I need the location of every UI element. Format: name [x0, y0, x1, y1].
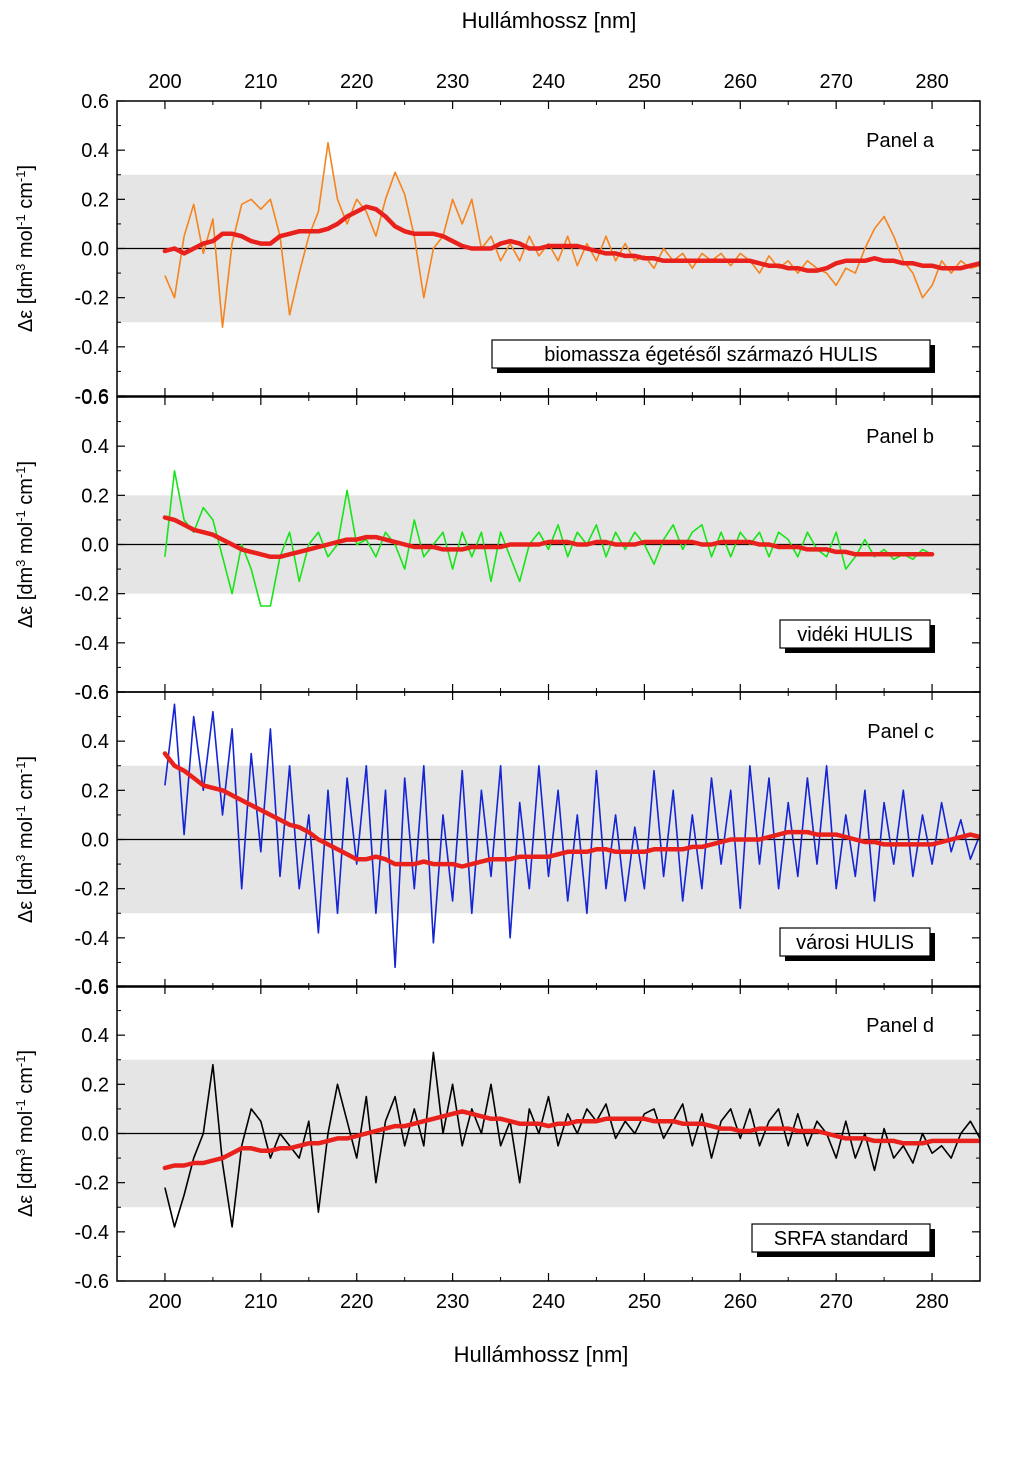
y-tick-label: 0.2 [81, 1074, 109, 1096]
y-tick-label: 0.4 [81, 140, 109, 162]
y-tick-label: 0.2 [81, 485, 109, 507]
y-tick-label: 0.6 [81, 91, 109, 113]
bottom-x-tick-label: 210 [244, 1291, 277, 1313]
y-axis-title: Δε [dm3 mol-1 cm-1] [13, 165, 38, 332]
legend-box [779, 619, 931, 649]
panel-label: Panel c [867, 721, 934, 743]
y-tick-label: -0.4 [75, 633, 109, 655]
legend-text: vidéki HULIS [797, 624, 913, 646]
legend-text: SRFA standard [774, 1228, 909, 1250]
legend-text: városi HULIS [796, 932, 914, 954]
bottom-x-tick-label: 260 [724, 1291, 757, 1313]
bottom-x-tick-label: 280 [915, 1291, 948, 1313]
bottom-x-tick-label: 240 [532, 1291, 565, 1313]
top-x-tick-label: 270 [819, 71, 852, 93]
bottom-x-tick-label: 220 [340, 1291, 373, 1313]
y-axis-title: Δε [dm3 mol-1 cm-1] [13, 1050, 38, 1217]
y-tick-label: 0.4 [81, 1025, 109, 1047]
smoothed-series-line [162, 204, 980, 273]
raw-series-line [164, 142, 980, 329]
y-tick-label: -0.2 [75, 584, 109, 606]
y-tick-label: 0.6 [81, 682, 109, 704]
y-tick-label: 0.0 [81, 239, 109, 261]
legend-box [751, 1223, 931, 1253]
y-tick-label: -0.4 [75, 1222, 109, 1244]
y-tick-label: -0.6 [75, 1271, 109, 1293]
panels-layer: 0.6 0.4 0.2 0.0 -0.2 -0.4 -0.6 Panel a biomassza… [13, 71, 981, 1313]
legend-box [779, 927, 931, 957]
panel-d: 0.6 0.4 0.2 0.0 -0.2 -0.4 -0.6 Panel d SRFA stan… [13, 976, 981, 1293]
bottom-x-tick-label: 230 [436, 1291, 469, 1313]
panel-label: Panel b [866, 426, 934, 448]
y-tick-label: 0.6 [81, 387, 109, 409]
y-tick-label: -0.6 [75, 977, 109, 999]
top-x-axis-title: Hullámhossz [nm] [462, 8, 637, 33]
y-tick-label: 0.0 [81, 1124, 109, 1146]
panel-label: Panel d [866, 1015, 934, 1037]
raw-series-line [164, 703, 980, 969]
top-x-tick-label: 220 [340, 71, 373, 93]
y-tick-label: 0.0 [81, 535, 109, 557]
bottom-x-tick-label: 250 [628, 1291, 661, 1313]
y-tick-label: 0.6 [81, 976, 109, 998]
y-tick-label: -0.2 [75, 288, 109, 310]
smoothed-series-line [162, 751, 980, 869]
y-axis-title: Δε [dm3 mol-1 cm-1] [13, 461, 38, 628]
bottom-x-tick-label: 270 [819, 1291, 852, 1313]
top-x-tick-label: 200 [148, 71, 181, 93]
y-tick-label: 0.4 [81, 436, 109, 458]
y-tick-label: 0.2 [81, 780, 109, 802]
top-x-tick-label: 210 [244, 71, 277, 93]
bottom-x-tick-label: 200 [148, 1291, 181, 1313]
top-x-tick-label: 260 [724, 71, 757, 93]
smoothed-series-line [162, 1109, 980, 1171]
y-axis-title: Δε [dm3 mol-1 cm-1] [13, 756, 38, 923]
panel-c: 0.6 0.4 0.2 0.0 -0.2 -0.4 -0.6 Panel c városi HU… [13, 682, 981, 999]
top-x-tick-label: 250 [628, 71, 661, 93]
smoothed-series-line [162, 515, 935, 560]
y-tick-label: -0.2 [75, 1173, 109, 1195]
y-tick-label: 0.0 [81, 830, 109, 852]
raw-series-line [164, 469, 933, 607]
y-tick-label: -0.4 [75, 928, 109, 950]
legend-box [491, 339, 931, 369]
y-tick-label: 0.2 [81, 189, 109, 211]
top-x-tick-label: 230 [436, 71, 469, 93]
panel-a: 0.6 0.4 0.2 0.0 -0.2 -0.4 -0.6 Panel a biomassza… [13, 91, 981, 408]
legend-text: biomassza égetésől származó HULIS [544, 344, 877, 366]
y-tick-label: 0.4 [81, 731, 109, 753]
panel-label: Panel a [866, 130, 935, 152]
y-tick-label: -0.6 [75, 682, 109, 704]
y-tick-label: -0.6 [75, 386, 109, 408]
top-x-tick-label: 280 [915, 71, 948, 93]
bottom-x-axis-title: Hullámhossz [nm] [454, 1342, 629, 1367]
panel-b: 0.6 0.4 0.2 0.0 -0.2 -0.4 -0.6 Panel b vidéki HU… [13, 387, 981, 704]
y-tick-label: -0.2 [75, 879, 109, 901]
top-x-tick-label: 240 [532, 71, 565, 93]
y-tick-label: -0.4 [75, 337, 109, 359]
